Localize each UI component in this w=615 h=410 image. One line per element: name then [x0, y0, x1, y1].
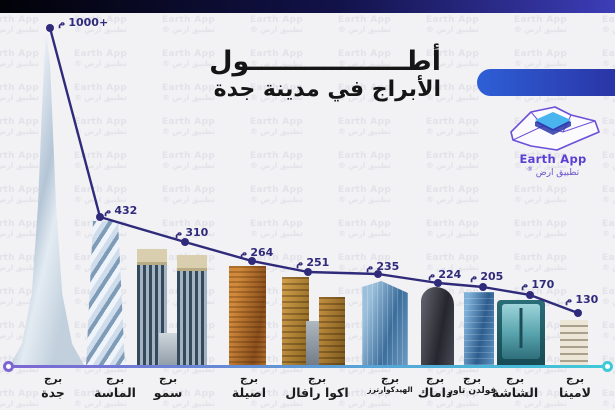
- baseline-axis: [10, 365, 607, 368]
- tower-name-label: برج الشاشة: [491, 373, 539, 400]
- baseline-end-cap: [602, 361, 613, 372]
- point-value-label: م 1000+: [58, 16, 109, 29]
- baseline-start-cap: [3, 361, 14, 372]
- tower-name-label: برج فولدن تاور: [447, 373, 497, 396]
- tower-name-label: برج الماسة: [94, 373, 136, 400]
- tower-name-label: برج لامينا: [559, 373, 591, 400]
- tower-name-label: برج اصيلة: [231, 373, 267, 400]
- tower-illustration-lamina: [560, 320, 588, 367]
- tower-name-label: برج سمو: [153, 373, 183, 400]
- tower-name-label: برج الهيدكوارترز: [367, 373, 413, 394]
- tower-part: [519, 308, 523, 348]
- tower-name-label: برج جدة: [41, 373, 65, 400]
- tower-name-label: برج اكوا رافال: [285, 373, 349, 400]
- tower-part: [306, 321, 322, 367]
- tower-name-label: برج داماك: [417, 373, 453, 400]
- top-bar: [0, 0, 615, 13]
